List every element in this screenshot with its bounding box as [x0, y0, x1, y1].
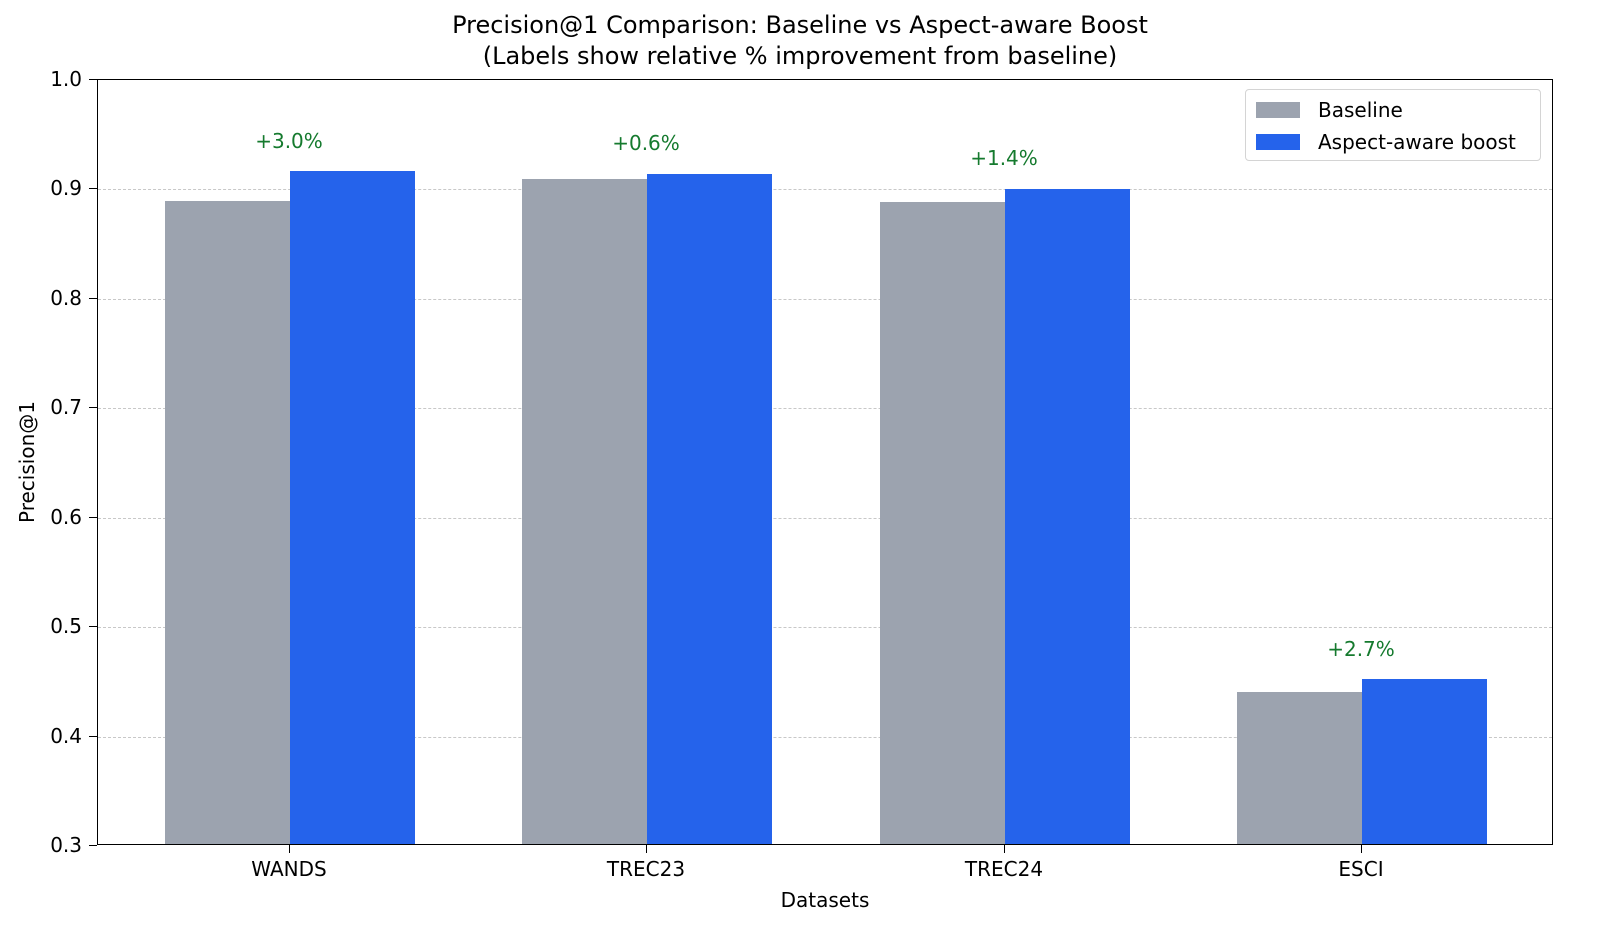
legend-swatch-boost	[1256, 134, 1300, 150]
chart-title: Precision@1 Comparison: Baseline vs Aspe…	[452, 11, 1148, 39]
improvement-label: +3.0%	[255, 128, 323, 153]
y-tick-label: 0.6	[50, 504, 82, 529]
bar-baseline	[165, 200, 290, 844]
x-tick	[1361, 845, 1362, 853]
x-tick	[289, 845, 290, 853]
legend-label-baseline: Baseline	[1318, 98, 1403, 122]
bar-baseline	[880, 202, 1005, 844]
legend-item-baseline: Baseline	[1256, 98, 1403, 122]
bar-aspect-aware-boost	[1362, 679, 1487, 844]
y-tick	[89, 626, 97, 628]
improvement-label: +1.4%	[970, 146, 1038, 171]
x-tick	[1004, 845, 1005, 853]
y-axis-label: Precision@1	[15, 401, 39, 523]
x-tick-label: TREC23	[606, 857, 686, 881]
gridline	[98, 408, 1552, 410]
legend-swatch-baseline	[1256, 102, 1300, 118]
bar-aspect-aware-boost	[290, 171, 415, 844]
y-tick	[89, 407, 97, 409]
x-tick	[646, 845, 647, 853]
legend-item-boost: Aspect-aware boost	[1256, 130, 1516, 154]
bar-aspect-aware-boost	[647, 173, 772, 844]
improvement-label: +0.6%	[612, 131, 680, 156]
gridline	[98, 517, 1552, 519]
y-tick	[89, 297, 97, 299]
x-axis-label: Datasets	[780, 888, 870, 912]
chart-subtitle: (Labels show relative % improvement from…	[482, 42, 1118, 70]
bar-aspect-aware-boost	[1005, 188, 1130, 844]
y-tick	[89, 845, 97, 846]
y-tick-label: 0.5	[50, 614, 82, 639]
gridline	[98, 298, 1552, 300]
legend-label-boost: Aspect-aware boost	[1318, 130, 1516, 154]
legend: Baseline Aspect-aware boost	[1245, 89, 1541, 161]
y-tick	[89, 79, 97, 80]
y-tick-label: 0.3	[50, 833, 82, 857]
y-tick-label: 0.9	[50, 176, 82, 201]
x-tick-label: TREC24	[964, 857, 1044, 881]
gridline	[98, 627, 1552, 629]
y-tick-label: 1.0	[50, 67, 82, 91]
bar-baseline	[522, 179, 647, 844]
bar-baseline	[1237, 692, 1362, 844]
y-tick	[89, 516, 97, 518]
y-tick	[89, 188, 97, 190]
x-tick-label: ESCI	[1338, 857, 1384, 881]
y-tick-label: 0.4	[50, 723, 82, 748]
x-tick-label: WANDS	[251, 857, 327, 881]
improvement-label: +2.7%	[1327, 636, 1395, 661]
y-tick	[89, 735, 97, 737]
gridline	[98, 189, 1552, 191]
y-tick-label: 0.7	[50, 395, 82, 420]
y-tick-label: 0.8	[50, 285, 82, 310]
gridline	[98, 736, 1552, 738]
plot-area	[97, 79, 1553, 845]
